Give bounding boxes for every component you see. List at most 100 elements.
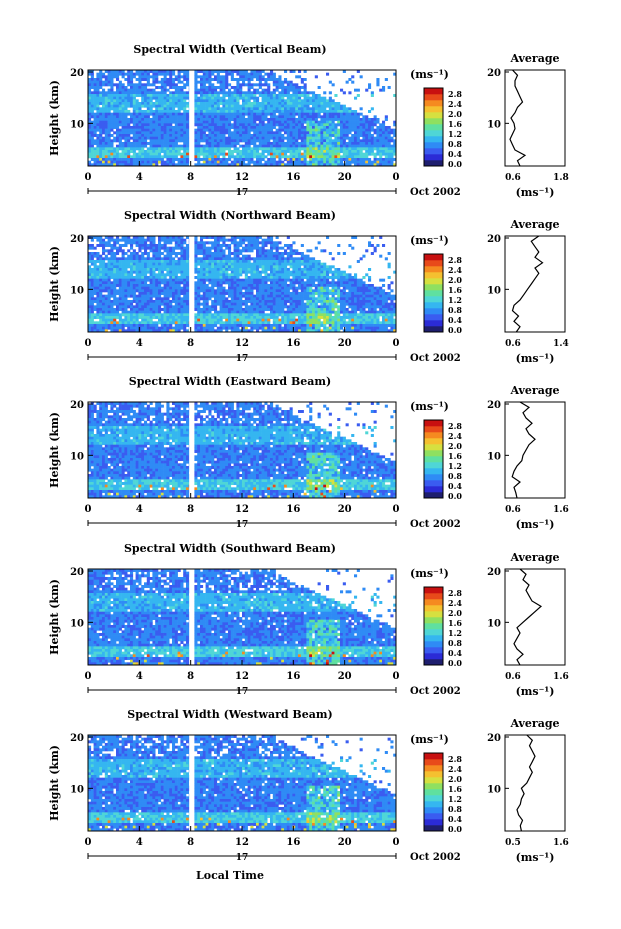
heatmap-cell bbox=[90, 302, 94, 306]
heatmap-cell bbox=[292, 144, 296, 148]
heatmap-cell bbox=[200, 286, 204, 290]
heatmap-cell bbox=[183, 118, 187, 121]
heatmap-cell bbox=[180, 158, 184, 161]
heatmap-cell bbox=[160, 83, 164, 87]
heatmap-cell bbox=[102, 115, 106, 119]
heatmap-cell bbox=[172, 78, 176, 81]
heatmap-cell bbox=[90, 297, 94, 301]
heatmap-cell bbox=[211, 278, 215, 282]
heatmap-cell bbox=[351, 152, 355, 156]
heatmap-cell bbox=[88, 246, 92, 250]
heatmap-cell bbox=[205, 270, 209, 274]
heatmap-cell bbox=[275, 94, 279, 97]
heatmap-cell bbox=[342, 136, 346, 140]
heatmap-cell bbox=[194, 86, 198, 89]
heatmap-cell bbox=[158, 294, 162, 298]
heatmap-cell bbox=[177, 104, 181, 108]
heatmap-cell bbox=[211, 294, 215, 298]
heatmap-cell bbox=[96, 83, 100, 87]
heatmap-cell bbox=[149, 284, 153, 287]
heatmap-cell bbox=[124, 94, 128, 97]
heatmap-cell bbox=[172, 281, 176, 285]
heatmap-cell bbox=[163, 102, 167, 105]
heatmap-cell bbox=[390, 147, 394, 151]
heatmap-cell bbox=[155, 302, 159, 306]
heatmap-cell bbox=[174, 86, 178, 89]
heatmap-cell bbox=[348, 152, 352, 156]
heatmap-cell bbox=[225, 94, 229, 97]
heatmap-cell bbox=[183, 260, 187, 263]
heatmap-cell bbox=[166, 112, 170, 116]
heatmap-cell bbox=[200, 321, 204, 325]
heatmap-cell bbox=[124, 126, 128, 129]
heatmap-cell bbox=[113, 83, 117, 87]
heatmap-cell bbox=[104, 273, 108, 277]
heatmap-cell bbox=[270, 70, 274, 73]
heatmap-cell bbox=[214, 152, 218, 156]
heatmap-cell bbox=[225, 281, 229, 285]
heatmap-cell bbox=[200, 294, 204, 298]
heatmap-cell bbox=[356, 112, 360, 116]
heatmap-cell bbox=[166, 236, 170, 239]
heatmap-cell bbox=[132, 324, 136, 327]
heatmap-cell bbox=[216, 104, 220, 108]
heatmap-cell bbox=[222, 131, 226, 135]
heatmap-cell bbox=[211, 91, 215, 95]
heatmap-cell bbox=[99, 136, 103, 140]
heatmap-cell bbox=[93, 270, 97, 274]
heatmap-cell bbox=[244, 107, 248, 111]
heatmap-cell bbox=[113, 284, 117, 287]
heatmap-cell bbox=[110, 144, 114, 148]
heatmap-cell bbox=[300, 80, 304, 84]
heatmap-cell bbox=[158, 297, 162, 301]
heatmap-cell bbox=[219, 313, 223, 317]
heatmap-cell bbox=[267, 91, 271, 95]
heatmap-cell bbox=[356, 139, 360, 143]
heatmap-cell bbox=[261, 120, 265, 124]
heatmap-cell bbox=[275, 155, 279, 159]
heatmap-cell bbox=[186, 155, 190, 159]
heatmap-cell bbox=[135, 83, 139, 87]
heatmap-cell bbox=[146, 238, 150, 242]
heatmap-cell bbox=[250, 115, 254, 119]
heatmap-cell bbox=[113, 324, 117, 327]
heatmap-cell bbox=[110, 126, 114, 129]
heatmap-cell bbox=[205, 112, 209, 116]
heatmap-cell bbox=[174, 254, 178, 258]
heatmap-cell bbox=[216, 321, 220, 325]
heatmap-cell bbox=[163, 78, 167, 81]
heatmap-cell bbox=[228, 83, 232, 87]
heatmap-cell bbox=[253, 126, 257, 129]
heatmap-cell bbox=[303, 120, 307, 124]
heatmap-cell bbox=[267, 94, 271, 97]
heatmap-cell bbox=[163, 246, 167, 250]
heatmap-cell bbox=[116, 289, 120, 293]
heatmap-cell bbox=[300, 136, 304, 140]
heatmap-cell bbox=[256, 131, 260, 135]
heatmap-cell bbox=[205, 163, 209, 167]
heatmap-cell bbox=[186, 318, 190, 322]
colorbar-segment bbox=[424, 100, 443, 107]
heatmap-cell bbox=[163, 155, 167, 159]
heatmap-cell bbox=[174, 83, 178, 87]
heatmap-cell bbox=[354, 144, 358, 148]
heatmap-cell bbox=[163, 88, 167, 92]
heatmap-cell bbox=[183, 297, 187, 301]
heatmap-cell bbox=[113, 150, 117, 153]
heatmap-cell bbox=[365, 155, 369, 159]
heatmap-cell bbox=[132, 268, 136, 271]
heatmap-cell bbox=[194, 246, 198, 250]
heatmap-cell bbox=[113, 318, 117, 322]
heatmap-cell bbox=[331, 99, 335, 103]
heatmap-cell bbox=[256, 158, 260, 161]
heatmap-cell bbox=[132, 115, 136, 119]
heatmap-cell bbox=[130, 86, 134, 89]
heatmap-cell bbox=[365, 118, 369, 121]
heatmap-cell bbox=[110, 300, 114, 303]
heatmap-cell bbox=[214, 158, 218, 161]
heatmap-cell bbox=[194, 112, 198, 116]
heatmap-cell bbox=[118, 292, 122, 295]
heatmap-cell bbox=[345, 155, 349, 159]
heatmap-cell bbox=[96, 134, 100, 137]
heatmap-cell bbox=[225, 144, 229, 148]
